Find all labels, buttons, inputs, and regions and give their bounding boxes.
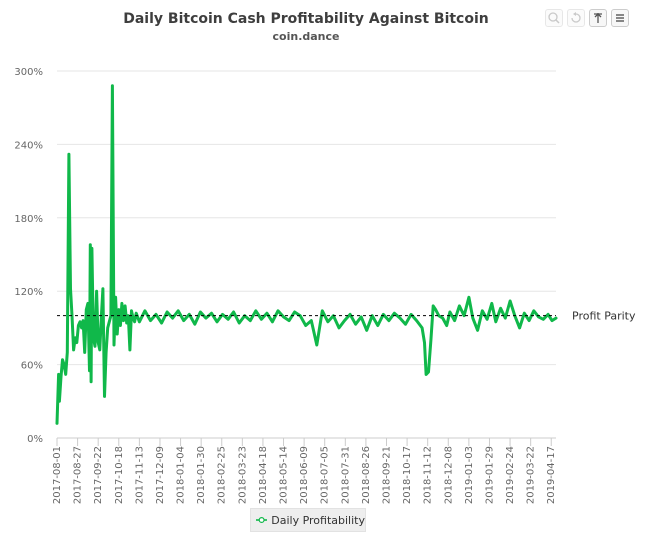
x-tick-label: 2018-12-08 — [443, 446, 454, 504]
x-tick-label: 2018-10-17 — [402, 446, 413, 504]
x-tick-label: 2017-11-13 — [134, 446, 145, 504]
reset-zoom-button[interactable] — [567, 9, 585, 27]
x-tick-label: 2017-09-22 — [93, 446, 104, 504]
x-tick-label: 2018-07-05 — [320, 446, 331, 504]
x-tick-label: 2019-03-22 — [526, 446, 537, 504]
x-tick-label: 2017-10-18 — [114, 446, 125, 504]
y-tick-label: 180% — [14, 214, 43, 225]
x-tick-label: 2019-04-17 — [546, 446, 557, 504]
x-tick-label: 2018-08-26 — [361, 446, 372, 504]
x-tick-label: 2019-01-29 — [484, 446, 495, 504]
x-tick-label: 2018-04-18 — [258, 446, 269, 504]
x-tick-label: 2018-06-09 — [299, 446, 310, 504]
x-tick-label: 2018-02-25 — [217, 446, 228, 504]
y-tick-label: 120% — [14, 287, 43, 298]
menu-icon — [616, 14, 624, 22]
x-tick-label: 2018-09-21 — [381, 446, 392, 504]
zoom-in-button[interactable] — [545, 9, 563, 27]
x-tick-label: 2017-12-09 — [155, 446, 166, 504]
x-tick-label: 2018-03-23 — [237, 446, 248, 504]
y-tick-label: 0% — [27, 434, 43, 445]
x-tick-label: 2018-05-14 — [279, 446, 290, 504]
chart-title: Daily Bitcoin Cash Profitability Against… — [123, 11, 489, 27]
series-line-daily-profitability — [55, 84, 558, 425]
x-tick-label: 2017-08-01 — [52, 446, 63, 504]
pan-button[interactable] — [589, 9, 607, 27]
x-tick-label: 2018-01-04 — [176, 446, 187, 504]
x-tick-label: 2018-11-12 — [423, 446, 434, 504]
pan-icon — [594, 13, 602, 23]
zoom-in-icon — [548, 12, 560, 24]
x-tick-label: 2019-01-03 — [464, 446, 475, 504]
reset-zoom-icon — [571, 12, 581, 23]
legend-label: Daily Profitability — [271, 513, 365, 527]
y-tick-label: 300% — [14, 67, 43, 78]
y-tick-label: 240% — [14, 140, 43, 151]
y-tick-label: 60% — [21, 361, 43, 372]
x-tick-label: 2019-02-24 — [505, 446, 516, 504]
x-tick-label: 2018-07-31 — [340, 446, 351, 504]
menu-button[interactable] — [611, 9, 629, 27]
chart-subtitle: coin.dance — [272, 30, 340, 43]
legend-item-daily-profitability[interactable]: Daily Profitability — [250, 508, 366, 532]
legend-line-icon — [256, 516, 268, 524]
x-tick-label: 2018-01-30 — [196, 446, 207, 504]
profit-parity-label: Profit Parity — [572, 310, 636, 323]
x-tick-label: 2017-08-27 — [73, 446, 84, 504]
